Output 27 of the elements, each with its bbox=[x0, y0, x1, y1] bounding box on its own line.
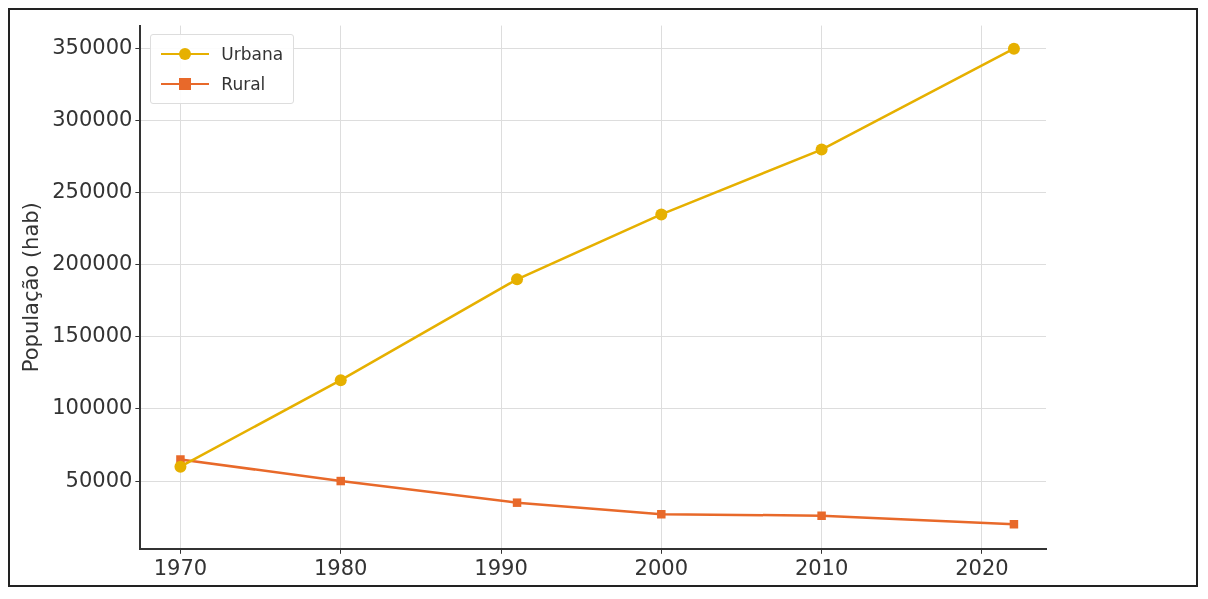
y-tick-label: 200000 bbox=[52, 251, 133, 276]
y-tick-label: 50000 bbox=[65, 467, 133, 492]
y-tick-label: 300000 bbox=[52, 107, 133, 132]
y-tick-label: 250000 bbox=[52, 179, 133, 204]
legend-label: Rural bbox=[221, 73, 266, 94]
x-tick-label: 1980 bbox=[314, 555, 368, 580]
x-tick-label: 2000 bbox=[634, 555, 689, 580]
point bbox=[657, 509, 666, 519]
y-tick-label: 150000 bbox=[52, 323, 133, 348]
x-tick-label: 1970 bbox=[153, 555, 208, 580]
point bbox=[1009, 520, 1019, 529]
point bbox=[334, 374, 347, 387]
y-tick-label: 350000 bbox=[52, 35, 133, 60]
x-tick-label: 2020 bbox=[955, 555, 1009, 580]
point bbox=[336, 476, 345, 486]
point bbox=[1007, 42, 1020, 55]
x-tick-label: 1990 bbox=[474, 555, 528, 580]
y-tick-label: 100000 bbox=[52, 395, 133, 420]
point bbox=[174, 460, 187, 473]
point bbox=[511, 273, 524, 286]
point bbox=[815, 143, 828, 156]
x-tick-label: 2010 bbox=[794, 555, 849, 580]
point bbox=[817, 511, 826, 520]
y-axis-title: População (hab) bbox=[19, 202, 44, 373]
point bbox=[512, 498, 522, 507]
legend-label: Urbana bbox=[221, 43, 284, 64]
point bbox=[655, 208, 668, 221]
